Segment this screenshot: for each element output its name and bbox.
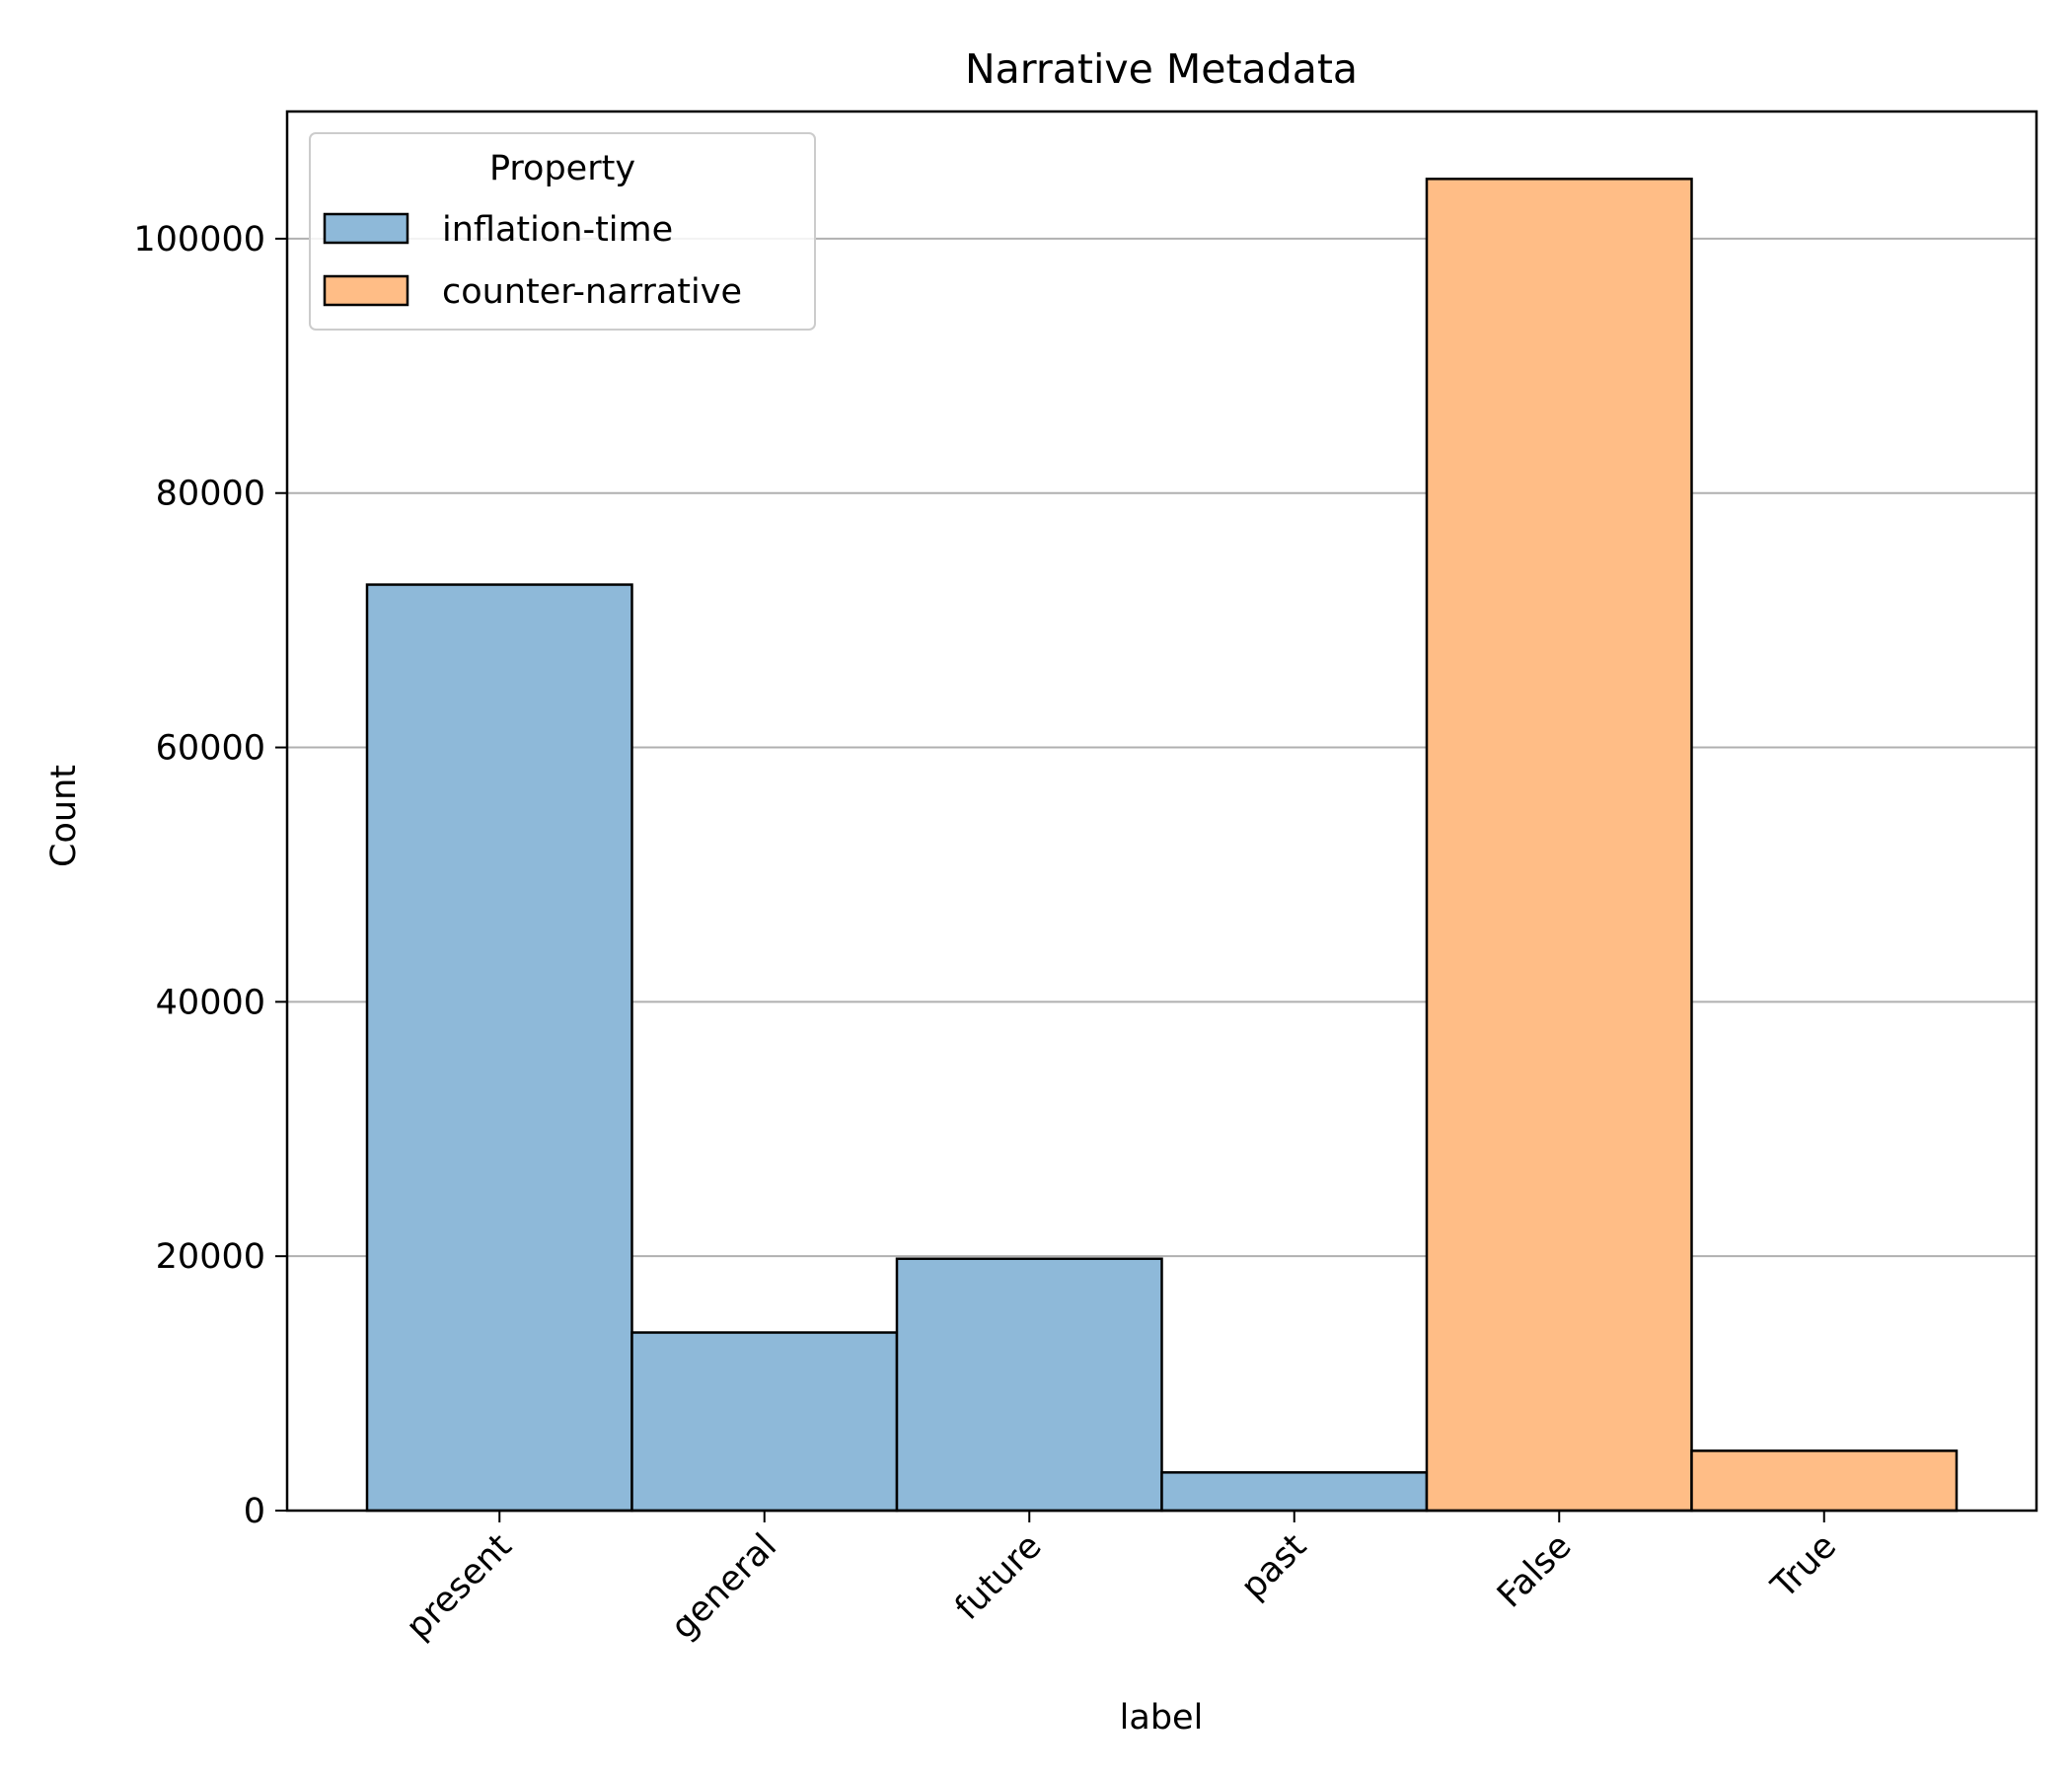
legend: Property inflation-time counter-narrativ…	[309, 132, 816, 331]
x-tick-label: True	[1764, 1526, 1845, 1607]
x-tick-label: present	[399, 1526, 519, 1647]
legend-label-inflation-time: inflation-time	[442, 210, 673, 250]
x-tick-label: past	[1233, 1526, 1314, 1607]
bar-counter-narrative-True	[1690, 1449, 1959, 1513]
legend-swatch-counter-narrative	[323, 274, 409, 307]
plot-frame	[285, 110, 2038, 1513]
legend-title: Property	[489, 149, 635, 188]
x-tick-label: future	[948, 1526, 1050, 1628]
x-tick-label: False	[1490, 1526, 1579, 1615]
bars	[365, 178, 1959, 1513]
bar-inflation-time-past	[1160, 1471, 1429, 1513]
legend-label-counter-narrative: counter-narrative	[442, 272, 742, 312]
y-tick-label: 0	[244, 1492, 265, 1531]
y-axis-label: Count	[44, 765, 84, 867]
y-tick-label: 80000	[156, 475, 265, 514]
x-tick-label: general	[664, 1526, 784, 1647]
x-axis-label: label	[1120, 1698, 1204, 1738]
chart-title: Narrative Metadata	[965, 45, 1358, 93]
y-tick-label: 100000	[133, 220, 265, 259]
y-tick-label: 40000	[156, 983, 265, 1022]
legend-box	[309, 132, 816, 331]
bar-inflation-time-general	[630, 1331, 899, 1513]
bar-inflation-time-future	[895, 1257, 1163, 1513]
y-tick-label: 20000	[156, 1237, 265, 1277]
bar-inflation-time-present	[365, 583, 633, 1513]
legend-swatch-inflation-time	[323, 212, 409, 245]
bar-counter-narrative-False	[1425, 178, 1693, 1513]
y-tick-label: 60000	[156, 729, 265, 769]
